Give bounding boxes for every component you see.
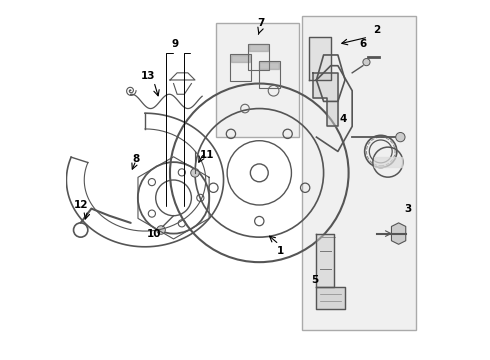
Polygon shape xyxy=(317,234,334,287)
Text: 2: 2 xyxy=(373,25,381,35)
Text: 11: 11 xyxy=(200,150,215,160)
Text: 9: 9 xyxy=(172,39,179,49)
Text: 7: 7 xyxy=(257,18,265,28)
Circle shape xyxy=(191,168,199,177)
Text: 10: 10 xyxy=(147,229,161,239)
Circle shape xyxy=(363,59,370,66)
Text: 12: 12 xyxy=(74,200,88,210)
Polygon shape xyxy=(317,287,345,309)
Polygon shape xyxy=(309,37,331,80)
Polygon shape xyxy=(313,73,338,126)
Text: 3: 3 xyxy=(404,203,411,213)
Text: 8: 8 xyxy=(132,154,140,163)
Text: 6: 6 xyxy=(359,39,367,49)
Circle shape xyxy=(396,132,405,142)
Polygon shape xyxy=(392,223,406,244)
Text: 1: 1 xyxy=(277,247,284,256)
FancyBboxPatch shape xyxy=(217,23,298,137)
Text: 5: 5 xyxy=(311,275,318,285)
Text: 13: 13 xyxy=(141,71,156,81)
Circle shape xyxy=(157,226,165,234)
Text: 4: 4 xyxy=(340,114,347,124)
FancyBboxPatch shape xyxy=(302,16,416,330)
